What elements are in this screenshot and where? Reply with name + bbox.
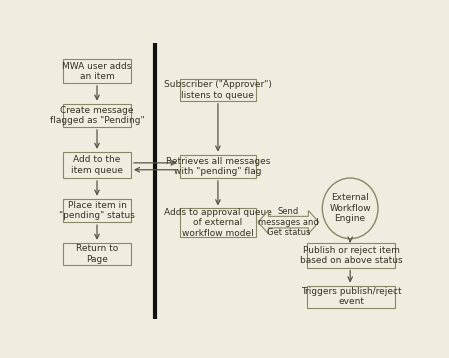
Text: Return to
Page: Return to Page [76, 244, 118, 263]
Text: Publish or reject item
based on above status: Publish or reject item based on above st… [300, 246, 402, 265]
Polygon shape [258, 211, 319, 234]
Ellipse shape [322, 178, 378, 239]
Text: External
Workflow
Engine: External Workflow Engine [330, 193, 371, 223]
Text: Send
messages and
Get status: Send messages and Get status [258, 207, 319, 237]
Text: Add to the
item queue: Add to the item queue [71, 155, 123, 175]
FancyBboxPatch shape [180, 155, 256, 178]
Text: Subscriber ("Approver")
listens to queue: Subscriber ("Approver") listens to queue [164, 80, 272, 100]
FancyBboxPatch shape [63, 243, 131, 265]
Text: MWA user adds
an item: MWA user adds an item [62, 62, 132, 81]
Text: Triggers publish/reject
event: Triggers publish/reject event [301, 287, 401, 306]
FancyBboxPatch shape [307, 243, 396, 268]
FancyBboxPatch shape [307, 286, 396, 308]
FancyBboxPatch shape [63, 152, 131, 178]
FancyBboxPatch shape [63, 199, 131, 222]
FancyBboxPatch shape [63, 59, 131, 83]
Text: Create message
flagged as "Pending": Create message flagged as "Pending" [50, 106, 144, 125]
Text: Adds to approval queue
of external
workflow model: Adds to approval queue of external workf… [164, 208, 272, 238]
FancyBboxPatch shape [180, 208, 256, 237]
FancyBboxPatch shape [180, 79, 256, 101]
FancyBboxPatch shape [63, 103, 131, 127]
Text: Place item in
"pending" status: Place item in "pending" status [59, 201, 135, 220]
Text: Retrieves all messages
with "pending" flag: Retrieves all messages with "pending" fl… [166, 156, 270, 176]
